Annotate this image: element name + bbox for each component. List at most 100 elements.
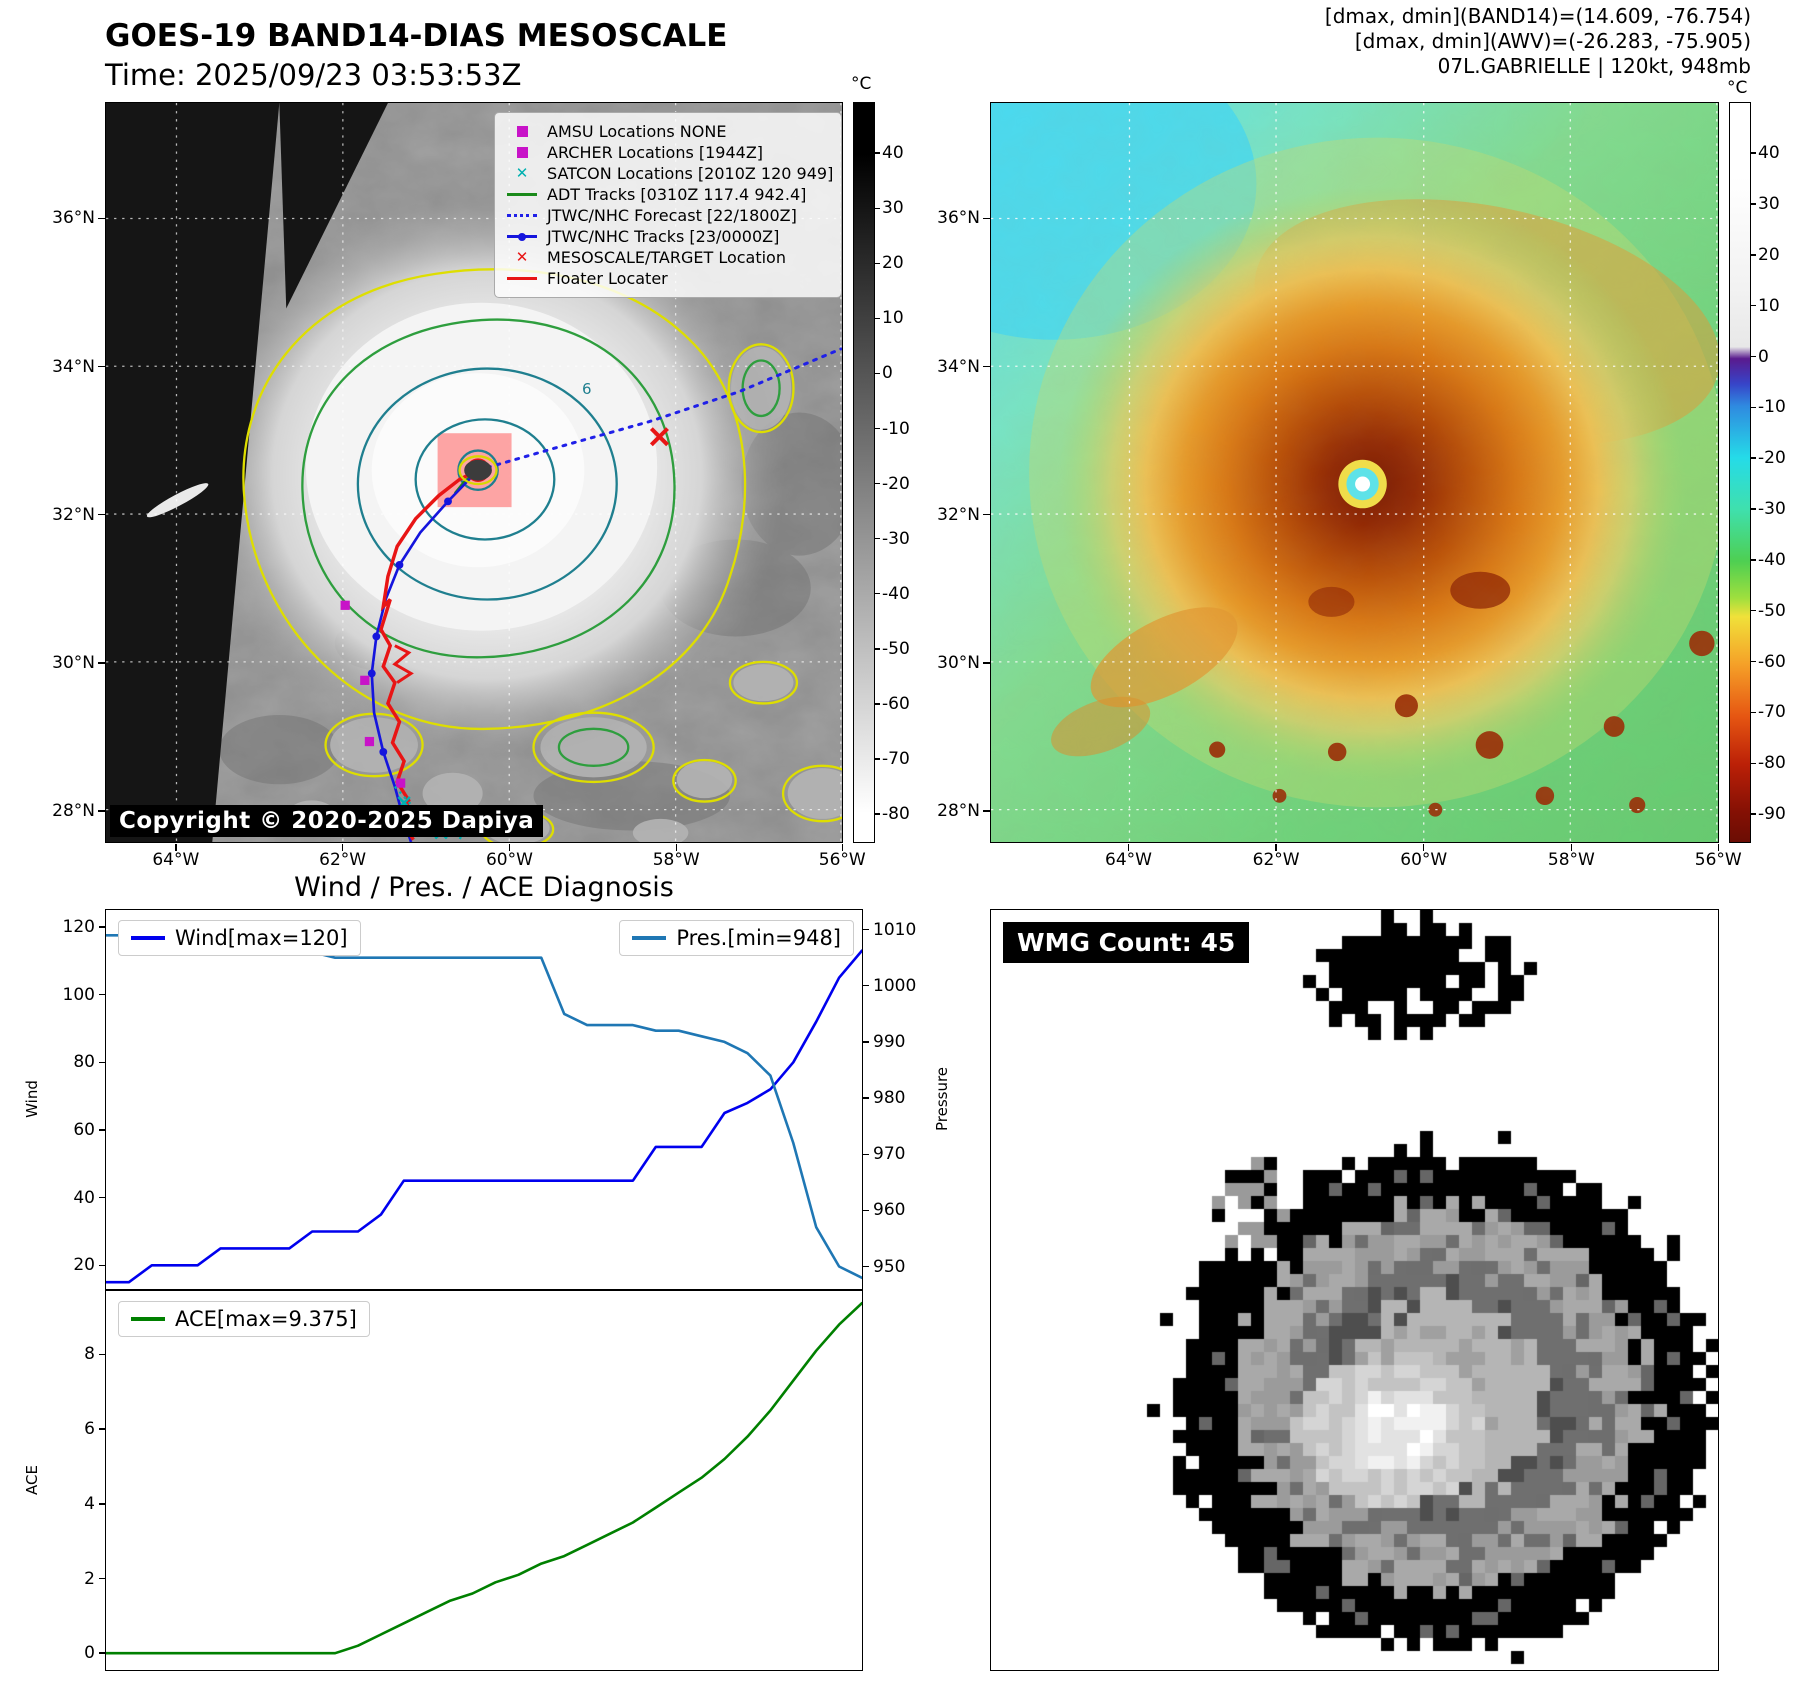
tick-mark [1127, 844, 1130, 851]
tick-mark [983, 662, 990, 664]
pressure-axis-label: Pressure [933, 1066, 951, 1132]
ace-tick-label: 0 [84, 1643, 95, 1664]
lon-tick-label: 56°W [1694, 850, 1742, 870]
x-marker-icon: ✕ [515, 164, 529, 182]
tick-mark [99, 1428, 105, 1430]
tick-mark [99, 1264, 105, 1266]
tick-mark [1423, 844, 1425, 851]
lat-tick-label: 30°N [937, 652, 980, 673]
tick-mark [99, 1129, 105, 1131]
colorbar-tick-label: -20 [882, 473, 910, 494]
legend-item-label: ADT Tracks [0310Z 117.4 942.4] [547, 185, 807, 204]
colorbar-tick-label: 40 [1758, 143, 1780, 164]
lon-tick-label: 62°W [319, 850, 367, 870]
tick-mark [99, 993, 105, 996]
tick-mark [983, 810, 990, 812]
wind-tick-label: 120 [62, 916, 95, 937]
ace-legend: ACE[max=9.375] [118, 1301, 370, 1337]
tick-mark [1751, 152, 1756, 154]
tick-mark [875, 427, 880, 430]
legend-item-label: MESOSCALE/TARGET Location [547, 248, 786, 267]
ace-chart: ACE[max=9.375] [105, 1290, 863, 1671]
tick-mark [99, 1061, 105, 1063]
lat-tick-label: 28°N [937, 801, 980, 822]
tick-mark [1570, 844, 1573, 851]
tick-mark [99, 1503, 105, 1505]
tick-mark [1751, 508, 1756, 510]
ace-legend-sample [131, 1317, 165, 1321]
colorbar-tick-label: 20 [1758, 244, 1780, 265]
pres-legend-sample [632, 936, 667, 940]
legend-item-label: ARCHER Locations [1944Z] [547, 143, 764, 162]
tick-mark [98, 662, 105, 664]
square-marker-icon [505, 125, 539, 139]
pressure-tick-label: 950 [873, 1256, 906, 1277]
legend-item: AMSU Locations NONE [505, 122, 831, 141]
tick-mark [863, 1153, 869, 1155]
lat-tick-label: 32°N [937, 504, 980, 525]
colorbar-tick-label: 0 [1758, 346, 1769, 367]
legend-item: Floater Locater [505, 269, 831, 288]
jtwc-forecast-line [476, 347, 842, 472]
legend-item: ✕ MESOSCALE/TARGET Location [505, 248, 831, 267]
ace-tick-label: 2 [84, 1568, 95, 1589]
line-dot-marker-icon [505, 230, 539, 244]
colorbar-tick-label: -30 [882, 528, 910, 549]
colorbar-tick-label: -50 [882, 638, 910, 659]
tick-mark [1751, 203, 1756, 205]
storm-eye [464, 459, 492, 481]
awv-header-storm: 07L.GABRIELLE | 120kt, 948mb [1437, 54, 1751, 78]
contour-label: 6 [582, 380, 592, 398]
tick-mark [875, 207, 880, 209]
wind-axis-label: Wind [23, 1080, 41, 1118]
colorbar-tick-label: -60 [882, 693, 910, 714]
colorbar-tick-label: 30 [882, 198, 904, 219]
colorbar-tick-label: 10 [1758, 295, 1780, 316]
colorbar-tick-label: -10 [1758, 397, 1786, 418]
tick-mark [508, 844, 511, 851]
ace-axis-label: ACE [23, 1465, 41, 1495]
pressure-tick-label: 1000 [873, 975, 917, 996]
legend-item-label: JTWC/NHC Forecast [22/1800Z] [547, 206, 797, 225]
tick-mark [98, 217, 105, 220]
tick-mark [99, 926, 105, 928]
wind-pres-chart: Wind[max=120] Pres.[min=948] [105, 909, 863, 1290]
lat-tick-label: 34°N [52, 356, 95, 377]
diagnosis-title: Wind / Pres. / ACE Diagnosis [294, 872, 674, 903]
tick-mark [341, 844, 344, 851]
band14-subtitle: Time: 2025/09/23 03:53:53Z [105, 58, 522, 92]
ace-tick-label: 4 [84, 1493, 95, 1514]
tick-mark [875, 152, 880, 154]
lon-tick-label: 60°W [1400, 850, 1448, 870]
colorbar-tick-label: -60 [1758, 651, 1786, 672]
tick-mark [1751, 254, 1756, 256]
colorbar-tick-label: 30 [1758, 193, 1780, 214]
tick-mark [863, 928, 869, 931]
lat-tick-label: 36°N [52, 208, 95, 229]
colorbar-tick-label: -20 [1758, 448, 1786, 469]
lon-tick-label: 56°W [818, 850, 866, 870]
tick-mark [875, 317, 880, 320]
colorbar-tick-label: 20 [882, 253, 904, 274]
tick-mark [863, 985, 869, 987]
colorbar-tick-label: 40 [882, 143, 904, 164]
wind-tick-label: 80 [73, 1052, 95, 1073]
tick-mark [875, 703, 880, 705]
awv-header-awv: [dmax, dmin](AWV)=(-26.283, -75.905) [1354, 29, 1751, 53]
colorbar-tick-label: 0 [882, 363, 893, 384]
wind-tick-label: 60 [73, 1119, 95, 1140]
lat-tick-label: 28°N [52, 801, 95, 822]
tick-mark [98, 365, 105, 368]
tick-mark [99, 1577, 105, 1580]
wind-legend-sample [131, 936, 165, 940]
tick-mark [875, 593, 880, 595]
wind-pres-chart-svg [106, 933, 862, 1284]
legend-item-label: Floater Locater [547, 269, 668, 288]
tick-mark [875, 813, 880, 815]
archer-location-markers [340, 600, 406, 788]
tick-mark [675, 844, 677, 851]
pres-legend: Pres.[min=948] [619, 920, 854, 956]
tick-mark [875, 372, 880, 375]
awv-colorbar-unit: °C [1727, 78, 1748, 98]
band14-colorbar-unit: °C [851, 74, 872, 94]
